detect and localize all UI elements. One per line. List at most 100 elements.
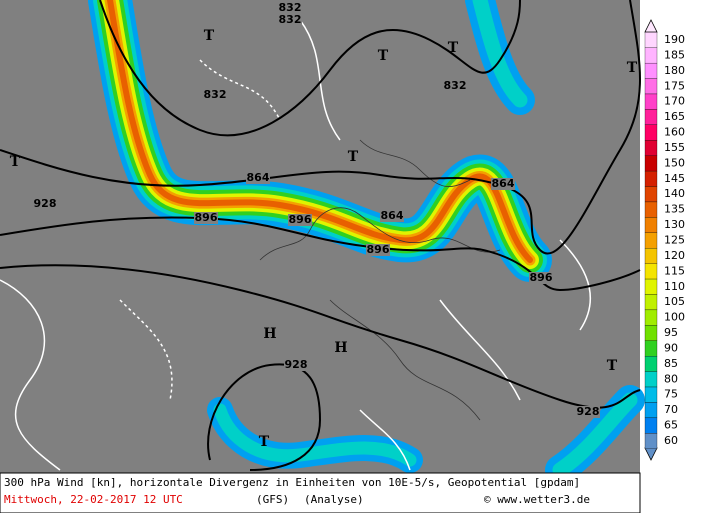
legend-label: 130 [664,218,685,231]
legend-swatch [644,78,658,95]
contour-label: 832 [204,88,227,101]
color-legend: 190 185 180 175 170 165 160 155 150 145 140 135 130 1… [644,19,685,461]
legend-swatch [644,309,658,326]
legend-label: 120 [664,249,685,262]
jet-stream [88,0,645,485]
divergence-line [299,19,341,141]
legend-label: 150 [664,156,685,169]
pressure-marker: T [607,358,618,374]
legend-label: 135 [664,203,685,216]
legend-swatch [644,356,658,372]
legend-swatch [644,47,658,64]
legend-label: 175 [664,79,685,92]
contour-label: 896 [289,213,312,226]
legend-swatch [644,325,658,341]
legend-label: 160 [664,126,685,139]
legend-swatch [644,294,658,311]
contour-label: 928 [577,405,600,418]
contour-label: 832 [279,13,302,26]
legend-arrow-top [644,19,658,33]
caption-box [0,472,641,514]
legend-swatch [644,417,658,434]
legend-swatch [644,402,658,419]
legend-swatch [644,93,658,110]
legend-swatch [644,217,658,233]
pressure-marker: T [259,434,270,450]
legend-label: 190 [664,33,685,46]
map-labels: 8328328328328648648648968968968969289289… [10,1,638,450]
legend-label: 75 [664,388,678,401]
pressure-marker: T [10,154,21,170]
legend-swatch [644,32,658,48]
contour-label-bg [33,198,57,210]
contour-label: 896 [530,271,553,284]
divergence-line [359,409,411,471]
caption-date: Mittwoch, 22-02-2017 12 UTC [4,493,183,506]
legend-swatch [644,201,658,218]
jet-band [472,0,528,108]
legend-label: 100 [664,311,685,324]
legend-swatch [644,155,658,172]
legend-swatch [644,124,658,141]
legend-swatch [644,371,658,388]
legend-label: 180 [664,64,685,77]
contour-label: 896 [367,243,390,256]
geopotential-contours [0,0,641,471]
legend-label: 110 [664,280,685,293]
contour-label-bg [380,210,404,222]
legend-label: 155 [664,141,685,154]
legend-swatch [644,433,658,449]
contour-label-bg [278,14,302,26]
divergence-line [0,279,61,471]
contour-label: 896 [195,211,218,224]
contour-label: 928 [34,197,57,210]
contour-line [0,264,641,409]
divergence-lines [0,19,592,471]
contour-line [207,363,322,471]
legend-label: 80 [664,372,678,385]
divergence-line [199,59,281,121]
legend-label: 90 [664,341,678,354]
coastline [259,207,501,261]
coastline [329,299,481,421]
contour-label-bg [278,2,302,14]
legend-swatch [644,186,658,203]
legend-label: 60 [664,434,678,447]
legend-arrow-bottom [644,447,658,461]
contour-label: 832 [279,1,302,14]
legend-label: 185 [664,48,685,61]
pressure-marker: H [263,326,276,342]
legend-label: 170 [664,95,685,108]
divergence-line [119,299,173,401]
jet-band [213,403,417,467]
contour-label-bg [288,214,312,226]
legend-swatch [644,140,658,156]
contour-label-bg [491,178,515,190]
pressure-marker: H [334,340,347,356]
legend-label: 85 [664,357,678,370]
contour-label-bg [284,359,308,371]
jet-band [552,392,638,478]
pressure-marker: T [378,48,389,64]
legend-label: 125 [664,234,685,247]
legend-swatch [644,232,658,249]
coastline [359,139,471,187]
contour-line [0,216,641,292]
caption-title: 300 hPa Wind [kn], horizontale Divergenz… [4,476,580,489]
pressure-marker: T [348,149,359,165]
contour-label-bg [366,244,390,256]
contour-label-bg [576,406,600,418]
contour-label-bg [529,272,553,284]
caption-model: (GFS) [256,493,289,506]
legend-swatch [644,278,658,295]
divergence-line [559,239,592,331]
legend-swatch [644,109,658,125]
coastlines [259,139,501,421]
legend-swatch [644,170,658,187]
contour-label-bg [194,212,218,224]
pressure-marker: T [448,40,459,56]
legend-swatch [644,62,658,79]
contour-label-bg [246,172,270,184]
contour-label: 864 [247,171,270,184]
legend-label: 65 [664,419,678,432]
